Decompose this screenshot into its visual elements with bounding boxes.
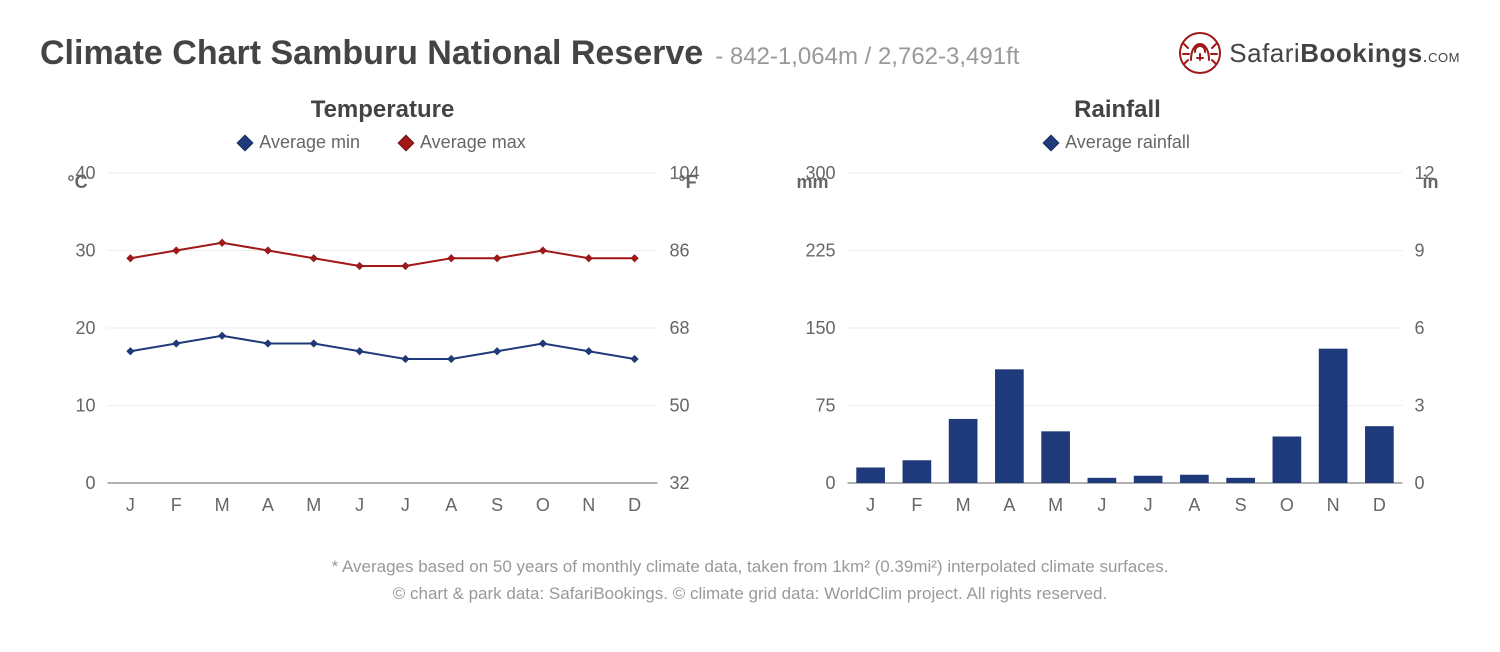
- svg-text:J: J: [1097, 495, 1106, 515]
- logo-word-c: .com: [1423, 46, 1460, 66]
- charts-row: Temperature Average min Average max 0 32 1…: [40, 96, 1460, 528]
- diamond-icon: [1043, 134, 1060, 151]
- legend-max: Average max: [400, 132, 526, 153]
- svg-text:D: D: [628, 495, 641, 515]
- svg-text:F: F: [171, 495, 182, 515]
- svg-text:0: 0: [825, 473, 835, 493]
- svg-text:N: N: [582, 495, 595, 515]
- svg-text:10: 10: [75, 396, 95, 416]
- svg-text:in: in: [1423, 172, 1439, 192]
- svg-text:9: 9: [1415, 241, 1425, 261]
- svg-text:A: A: [445, 495, 457, 515]
- svg-text:J: J: [401, 495, 410, 515]
- logo-word-b: Bookings: [1300, 38, 1422, 68]
- svg-text:N: N: [1327, 495, 1340, 515]
- lion-icon: [1177, 30, 1223, 76]
- diamond-icon: [237, 134, 254, 151]
- rainfall-legend: Average rainfall: [775, 132, 1460, 153]
- svg-text:75: 75: [815, 396, 835, 416]
- temperature-chart: 03210502068308640104°C°FJFMAMJJASOND: [40, 163, 725, 523]
- svg-text:M: M: [1048, 495, 1063, 515]
- legend-min-label: Average min: [259, 132, 360, 153]
- svg-text:A: A: [262, 495, 274, 515]
- logo-word-a: Safari: [1229, 38, 1300, 68]
- svg-text:32: 32: [670, 473, 690, 493]
- svg-text:0: 0: [1415, 473, 1425, 493]
- brand-logo: SafariBookings.com: [1177, 30, 1460, 76]
- page-title: Climate Chart Samburu National Reserve: [40, 34, 703, 73]
- footer-line-1: * Averages based on 50 years of monthly …: [40, 553, 1460, 580]
- footer-line-2: © chart & park data: SafariBookings. © c…: [40, 580, 1460, 607]
- svg-text:50: 50: [670, 396, 690, 416]
- svg-text:225: 225: [805, 241, 835, 261]
- legend-min: Average min: [239, 132, 360, 153]
- logo-text: SafariBookings.com: [1229, 38, 1460, 69]
- legend-max-label: Average max: [420, 132, 526, 153]
- svg-text:6: 6: [1415, 318, 1425, 338]
- temperature-panel: Temperature Average min Average max 0 32 1…: [40, 96, 725, 528]
- svg-text:20: 20: [75, 318, 95, 338]
- svg-text:150: 150: [805, 318, 835, 338]
- svg-text:mm: mm: [796, 172, 828, 192]
- svg-text:S: S: [1235, 495, 1247, 515]
- rainfall-panel: Rainfall Average rainfall 00753150622593…: [775, 96, 1460, 528]
- rainfall-title: Rainfall: [775, 96, 1460, 124]
- svg-text:A: A: [1003, 495, 1015, 515]
- temperature-legend: Average min Average max: [40, 132, 725, 153]
- svg-text:S: S: [491, 495, 503, 515]
- svg-text:O: O: [536, 495, 550, 515]
- footer: * Averages based on 50 years of monthly …: [40, 553, 1460, 607]
- svg-text:30: 30: [75, 241, 95, 261]
- svg-text:J: J: [866, 495, 875, 515]
- svg-text:J: J: [1144, 495, 1153, 515]
- svg-text:M: M: [215, 495, 230, 515]
- page-subtitle: - 842-1,064m / 2,762-3,491ft: [715, 43, 1019, 71]
- svg-text:O: O: [1280, 495, 1294, 515]
- svg-text:°F: °F: [678, 172, 696, 192]
- title-block: Climate Chart Samburu National Reserve -…: [40, 34, 1019, 73]
- svg-text:86: 86: [670, 241, 690, 261]
- svg-text:F: F: [911, 495, 922, 515]
- header: Climate Chart Samburu National Reserve -…: [40, 30, 1460, 76]
- svg-text:68: 68: [670, 318, 690, 338]
- rainfall-chart: 007531506225930012mminJFMAMJJASOND: [775, 163, 1460, 523]
- svg-text:J: J: [126, 495, 135, 515]
- svg-text:J: J: [355, 495, 364, 515]
- svg-text:3: 3: [1415, 396, 1425, 416]
- diamond-icon: [398, 134, 415, 151]
- legend-rain-label: Average rainfall: [1065, 132, 1190, 153]
- svg-text:A: A: [1188, 495, 1200, 515]
- svg-text:°C: °C: [67, 172, 87, 192]
- svg-text:0: 0: [85, 473, 95, 493]
- legend-rain: Average rainfall: [1045, 132, 1190, 153]
- svg-text:M: M: [956, 495, 971, 515]
- temperature-title: Temperature: [40, 96, 725, 124]
- svg-text:M: M: [306, 495, 321, 515]
- svg-text:D: D: [1373, 495, 1386, 515]
